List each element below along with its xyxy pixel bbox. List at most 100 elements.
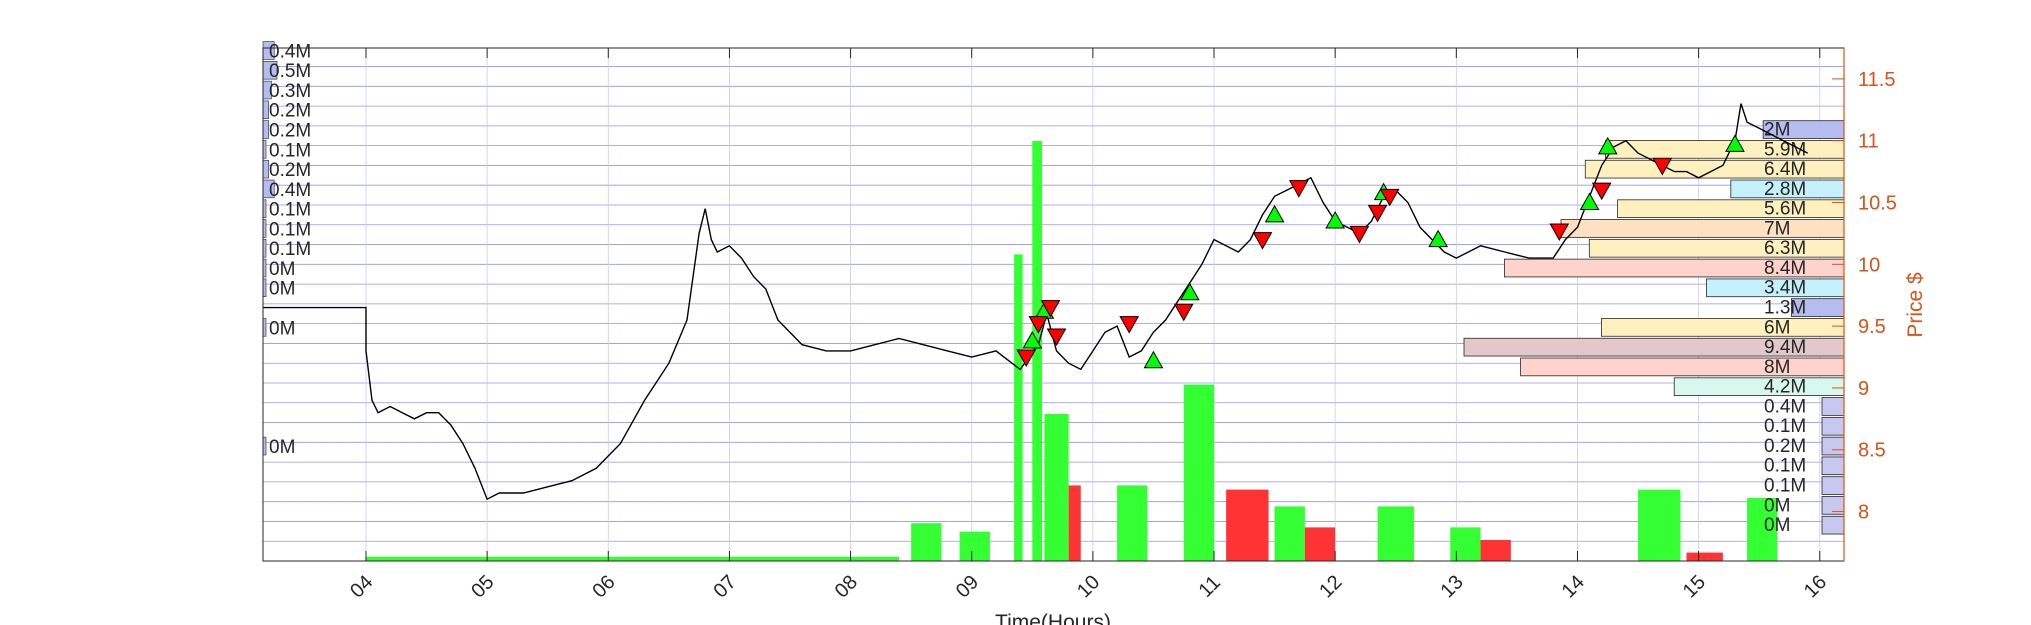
volume-profile-bar <box>1821 456 1845 476</box>
x-tick-label: 08 <box>831 571 862 602</box>
sell-signal-marker <box>1379 188 1400 207</box>
volume-profile-bar <box>1821 515 1845 535</box>
volume-profile-label: 3.4M <box>1764 278 1806 299</box>
buy-signal-marker <box>1725 134 1745 152</box>
volume-bar <box>1032 141 1042 561</box>
volume-profile-label: 0.1M <box>269 219 311 240</box>
volume-profile-label: 0M <box>269 437 295 458</box>
volume-profile-bar <box>262 159 269 179</box>
sell-signal-marker <box>1016 349 1037 368</box>
x-tick-label: 16 <box>1800 571 1831 602</box>
volume-profile-label: 6.4M <box>1764 159 1806 180</box>
volume-profile-bar <box>1560 219 1845 238</box>
y-axis-ticks: 8 8.5 9 9.5 10 10.5 11 11.5 <box>1832 48 1897 561</box>
volume-profile-label: 0.4M <box>1764 396 1806 417</box>
volume-profile-label: 6.3M <box>1764 238 1806 259</box>
volume-profile-bar <box>1821 397 1845 416</box>
volume-profile-label: 2.8M <box>1764 179 1806 200</box>
sell-signal-marker <box>1119 316 1140 334</box>
volume-bar <box>1183 384 1215 561</box>
volume-profile-bar <box>1520 357 1845 377</box>
volume-profile-bar <box>1617 199 1845 218</box>
y-tick-label: 10 <box>1858 254 1880 276</box>
volume-profile-label: 9.4M <box>1764 337 1806 358</box>
volume-profile-bar <box>1605 140 1845 159</box>
volume-profile-label: 0.1M <box>269 200 311 221</box>
volume-profile-label: 2M <box>1764 119 1790 140</box>
volume-profile-label: 0M <box>1764 495 1790 516</box>
volume-bar <box>1044 414 1069 561</box>
volume-bar <box>1747 498 1778 561</box>
volume-profile-label: 0.1M <box>1764 416 1806 437</box>
volume-profile-label: 0.4M <box>269 180 311 201</box>
buy-signal-marker <box>1428 229 1449 248</box>
volume-bar <box>911 523 942 561</box>
x-tick-label: 07 <box>710 571 741 602</box>
volume-profile-label: 0.2M <box>269 160 311 181</box>
volume-profile-label: 8.4M <box>1764 258 1806 279</box>
volume-bars <box>365 141 1778 561</box>
x-tick-label: 14 <box>1558 571 1589 602</box>
volume-profile-label: 0.3M <box>269 81 311 102</box>
y-tick-label: 11.5 <box>1858 69 1895 91</box>
volume-profile-label: 7M <box>1764 218 1790 239</box>
volume-profile-label: 8M <box>1764 357 1790 378</box>
volume-profile-bar <box>1821 416 1845 436</box>
volume-bar <box>1480 540 1511 561</box>
buy-signal-marker <box>1597 136 1618 155</box>
volume-profile-label: 0M <box>269 279 295 300</box>
buy-signal-marker <box>1179 282 1200 301</box>
volume-profile-right: 2M5.9M6.4M2.8M5.6M7M6.3M8.4M3.4M1.3M6M9.… <box>1463 119 1845 536</box>
sell-signal-marker <box>1367 204 1388 223</box>
y-tick-label: 9.5 <box>1858 316 1886 338</box>
volume-profile-label: 0.1M <box>269 140 311 161</box>
x-tick-label: 04 <box>346 571 377 602</box>
volume-profile-label: 0.2M <box>1764 436 1806 457</box>
volume-profile-bar <box>1821 436 1845 456</box>
volume-profile-label: 0M <box>1764 515 1790 536</box>
y-axis-label: Price $ <box>1904 272 1927 338</box>
y-tick-label: 10.5 <box>1858 193 1897 215</box>
volume-profile-bar <box>1673 377 1845 396</box>
volume-profile-label: 0.5M <box>269 61 311 82</box>
x-tick-label: 13 <box>1436 571 1467 602</box>
sell-signal-marker <box>1549 223 1570 241</box>
volume-profile-label: 1.3M <box>1764 297 1806 318</box>
volume-bar <box>365 556 900 561</box>
x-tick-label: 05 <box>467 571 498 602</box>
sell-signal-marker <box>1652 157 1673 176</box>
volume-profile-bar <box>262 120 269 139</box>
sell-signal-marker <box>1028 316 1049 334</box>
buy-signal-marker <box>1143 350 1164 369</box>
sell-signal-marker <box>1252 232 1273 250</box>
volume-bar <box>1226 489 1269 561</box>
volume-bar <box>1274 506 1305 561</box>
volume-bar <box>1304 527 1336 561</box>
volume-bar <box>1014 254 1023 561</box>
sell-signal-marker <box>1173 303 1194 322</box>
volume-profile-label: 5.6M <box>1764 199 1806 220</box>
x-tick-label: 15 <box>1679 571 1710 602</box>
y-tick-label: 8.5 <box>1858 440 1886 462</box>
volume-profile-label: 0M <box>269 318 295 339</box>
buy-signal-marker <box>1579 192 1600 211</box>
y-tick-label: 8 <box>1858 502 1869 524</box>
volume-bar <box>1686 552 1723 561</box>
y-tick-label: 11 <box>1858 131 1879 153</box>
volume-bar <box>1638 489 1681 561</box>
volume-bar <box>1377 506 1414 561</box>
volume-profile-label: 4.2M <box>1764 377 1806 398</box>
volume-profile-label: 0.1M <box>1764 475 1806 496</box>
volume-profile-bar <box>1601 318 1845 337</box>
volume-profile-left: 0.4M0.5M0.3M0.2M0.2M0.1M0.2M0.4M0.1M0.1M… <box>262 41 311 458</box>
sell-signal-marker <box>1040 300 1061 318</box>
x-tick-label: 06 <box>588 571 619 602</box>
x-axis-label: Time(Hours) <box>995 611 1111 625</box>
volume-profile-label: 0.1M <box>1764 456 1806 477</box>
volume-profile-bar <box>262 100 269 119</box>
volume-profile-label: 0.2M <box>269 101 311 122</box>
volume-bar <box>1450 527 1481 561</box>
buy-signal-marker <box>1325 211 1346 229</box>
volume-bar <box>959 531 990 561</box>
